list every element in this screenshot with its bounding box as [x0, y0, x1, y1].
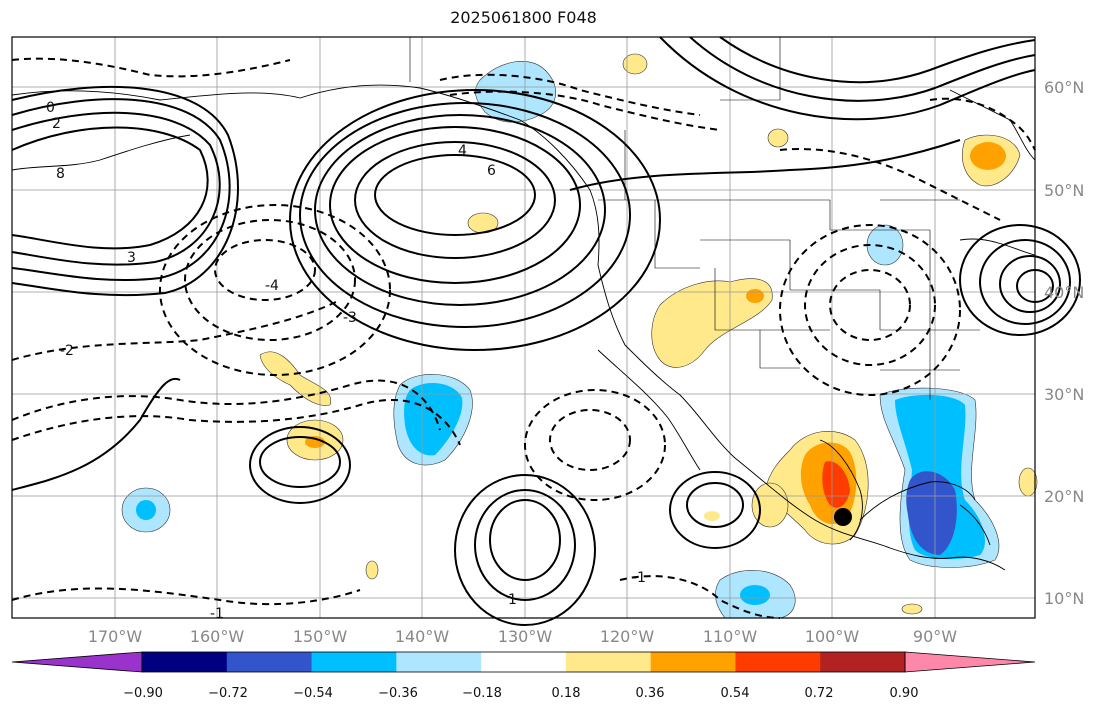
lon-label-120: 120°W — [600, 627, 655, 646]
lat-label-60: 60°N — [1044, 78, 1084, 97]
location-marker — [834, 508, 852, 526]
colorbar — [11, 651, 1036, 673]
map-frame — [11, 36, 1036, 619]
colorbar-segment — [396, 652, 482, 672]
contour-label: 0 — [46, 100, 55, 116]
contour-label: 2 — [52, 116, 61, 132]
contour-label: 8 — [56, 166, 65, 182]
colorbar-tick: 0.36 — [636, 686, 665, 701]
colorbar-tick: 0.18 — [552, 686, 581, 701]
colorbar-tick: 0.54 — [721, 686, 750, 701]
colorbar-ticks: −0.90 −0.72 −0.54 −0.36 −0.18 0.18 0.36 … — [123, 686, 918, 701]
map-panel — [12, 37, 1035, 618]
lat-label-20: 20°N — [1044, 487, 1084, 506]
contour-label: -3 — [343, 310, 357, 326]
map-gridlines — [12, 37, 1035, 618]
lon-label-130: 130°W — [498, 627, 553, 646]
longitude-labels: 170°W 160°W 150°W 140°W 130°W 120°W 110°… — [88, 627, 957, 646]
lon-label-150: 150°W — [293, 627, 348, 646]
colorbar-segment — [142, 652, 228, 672]
lat-label-30: 30°N — [1044, 385, 1084, 404]
colorbar-segment — [481, 652, 567, 672]
colorbar-tick: 0.90 — [890, 686, 919, 701]
shaded-negative-areas — [121, 61, 1000, 619]
colorbar-tick: −0.72 — [208, 686, 248, 701]
colorbar-tick: −0.90 — [123, 686, 163, 701]
colorbar-tick: −0.18 — [462, 686, 502, 701]
colorbar-outline — [141, 651, 906, 673]
contour-label: 1 — [508, 592, 517, 608]
lat-label-10: 10°N — [1044, 589, 1084, 608]
colorbar-tick: −0.54 — [293, 686, 333, 701]
colorbar-segment — [311, 652, 397, 672]
map-title: 2025061800 F048 — [450, 8, 597, 27]
lon-label-90: 90°W — [913, 627, 957, 646]
colorbar-extension-high — [904, 651, 1036, 673]
solid-contours — [11, 36, 1081, 626]
colorbar-tick: 0.72 — [805, 686, 834, 701]
contour-label: -2 — [60, 343, 74, 359]
contour-label: 6 — [487, 163, 496, 179]
lon-label-160: 160°W — [190, 627, 245, 646]
lon-label-170: 170°W — [88, 627, 143, 646]
lon-label-100: 100°W — [805, 627, 860, 646]
contour-label: 3 — [127, 250, 136, 266]
lat-label-50: 50°N — [1044, 181, 1084, 200]
contour-label: -4 — [265, 278, 279, 294]
lon-label-140: 140°W — [395, 627, 450, 646]
colorbar-tick: −0.36 — [378, 686, 418, 701]
colorbar-segment — [820, 652, 906, 672]
contour-label: -1 — [210, 606, 224, 622]
lat-label-40: 40°N — [1044, 283, 1084, 302]
contour-label: 4 — [458, 143, 467, 159]
colorbar-segment — [650, 652, 736, 672]
contour-label: -1 — [632, 570, 646, 586]
state-borders — [409, 37, 980, 400]
colorbar-segment — [226, 652, 313, 672]
colorbar-segment — [735, 652, 821, 672]
lon-label-110: 110°W — [703, 627, 758, 646]
colorbar-segment — [565, 652, 652, 672]
latitude-labels: 60°N 50°N 40°N 30°N 20°N 10°N — [1044, 78, 1084, 608]
dashed-contours — [11, 57, 1036, 619]
colorbar-extension-low — [11, 651, 143, 673]
